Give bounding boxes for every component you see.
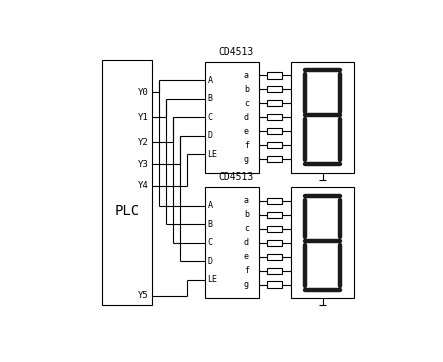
Text: A: A	[207, 201, 213, 210]
Bar	[267, 128, 282, 134]
Text: CD4513: CD4513	[219, 47, 254, 57]
Text: d: d	[244, 238, 249, 247]
Bar	[291, 62, 354, 173]
Text: g: g	[244, 280, 249, 289]
Bar	[267, 156, 282, 162]
Text: A: A	[207, 76, 213, 85]
Bar	[267, 268, 282, 274]
Text: D: D	[207, 257, 213, 266]
Text: b: b	[244, 210, 249, 219]
Bar	[205, 187, 259, 299]
Text: Y4: Y4	[138, 181, 149, 190]
Text: Y2: Y2	[138, 138, 149, 147]
Bar	[267, 226, 282, 232]
Text: Y0: Y0	[138, 88, 149, 97]
Text: f: f	[244, 141, 249, 150]
Bar	[267, 212, 282, 218]
Text: e: e	[244, 127, 249, 136]
Bar	[267, 142, 282, 148]
Text: CD4513: CD4513	[219, 172, 254, 182]
Text: c: c	[244, 99, 249, 108]
Bar	[267, 240, 282, 246]
Text: d: d	[244, 113, 249, 122]
Bar	[267, 72, 282, 79]
Bar	[267, 87, 282, 93]
Text: B: B	[207, 94, 213, 103]
Bar	[267, 282, 282, 288]
Bar	[267, 100, 282, 106]
Bar	[205, 62, 259, 173]
Text: C: C	[207, 238, 213, 247]
Text: Y1: Y1	[138, 113, 149, 122]
Text: B: B	[207, 220, 213, 229]
Text: g: g	[244, 155, 249, 164]
Text: b: b	[244, 85, 249, 94]
Text: f: f	[244, 266, 249, 275]
Bar	[267, 254, 282, 260]
Text: D: D	[207, 131, 213, 140]
Bar	[291, 187, 354, 299]
Bar	[267, 198, 282, 204]
Text: Y5: Y5	[138, 291, 149, 300]
Text: c: c	[244, 224, 249, 233]
Bar	[101, 60, 152, 306]
Text: a: a	[244, 197, 249, 205]
Bar	[267, 114, 282, 121]
Text: a: a	[244, 71, 249, 80]
Text: e: e	[244, 252, 249, 261]
Text: PLC: PLC	[114, 204, 139, 218]
Text: C: C	[207, 113, 213, 122]
Text: LE: LE	[207, 150, 218, 159]
Text: Y3: Y3	[138, 160, 149, 169]
Text: LE: LE	[207, 275, 218, 285]
